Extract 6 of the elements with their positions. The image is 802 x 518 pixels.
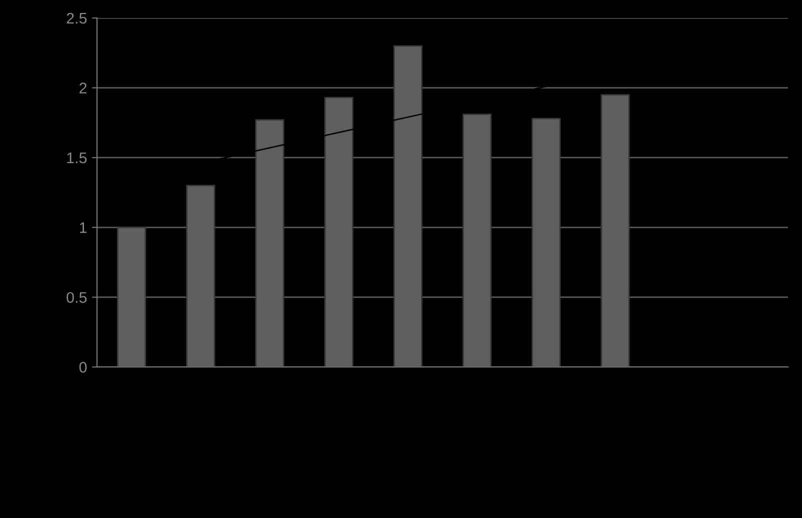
y-tick-label: 0 (79, 362, 87, 373)
y-tick-label: 1.5 (67, 152, 87, 164)
y-tick-label: 0.5 (66, 292, 87, 303)
y-tick-label: 2.5 (66, 12, 87, 24)
y-tick-label: 2 (80, 82, 87, 94)
y-tick-label: 1 (80, 222, 87, 233)
